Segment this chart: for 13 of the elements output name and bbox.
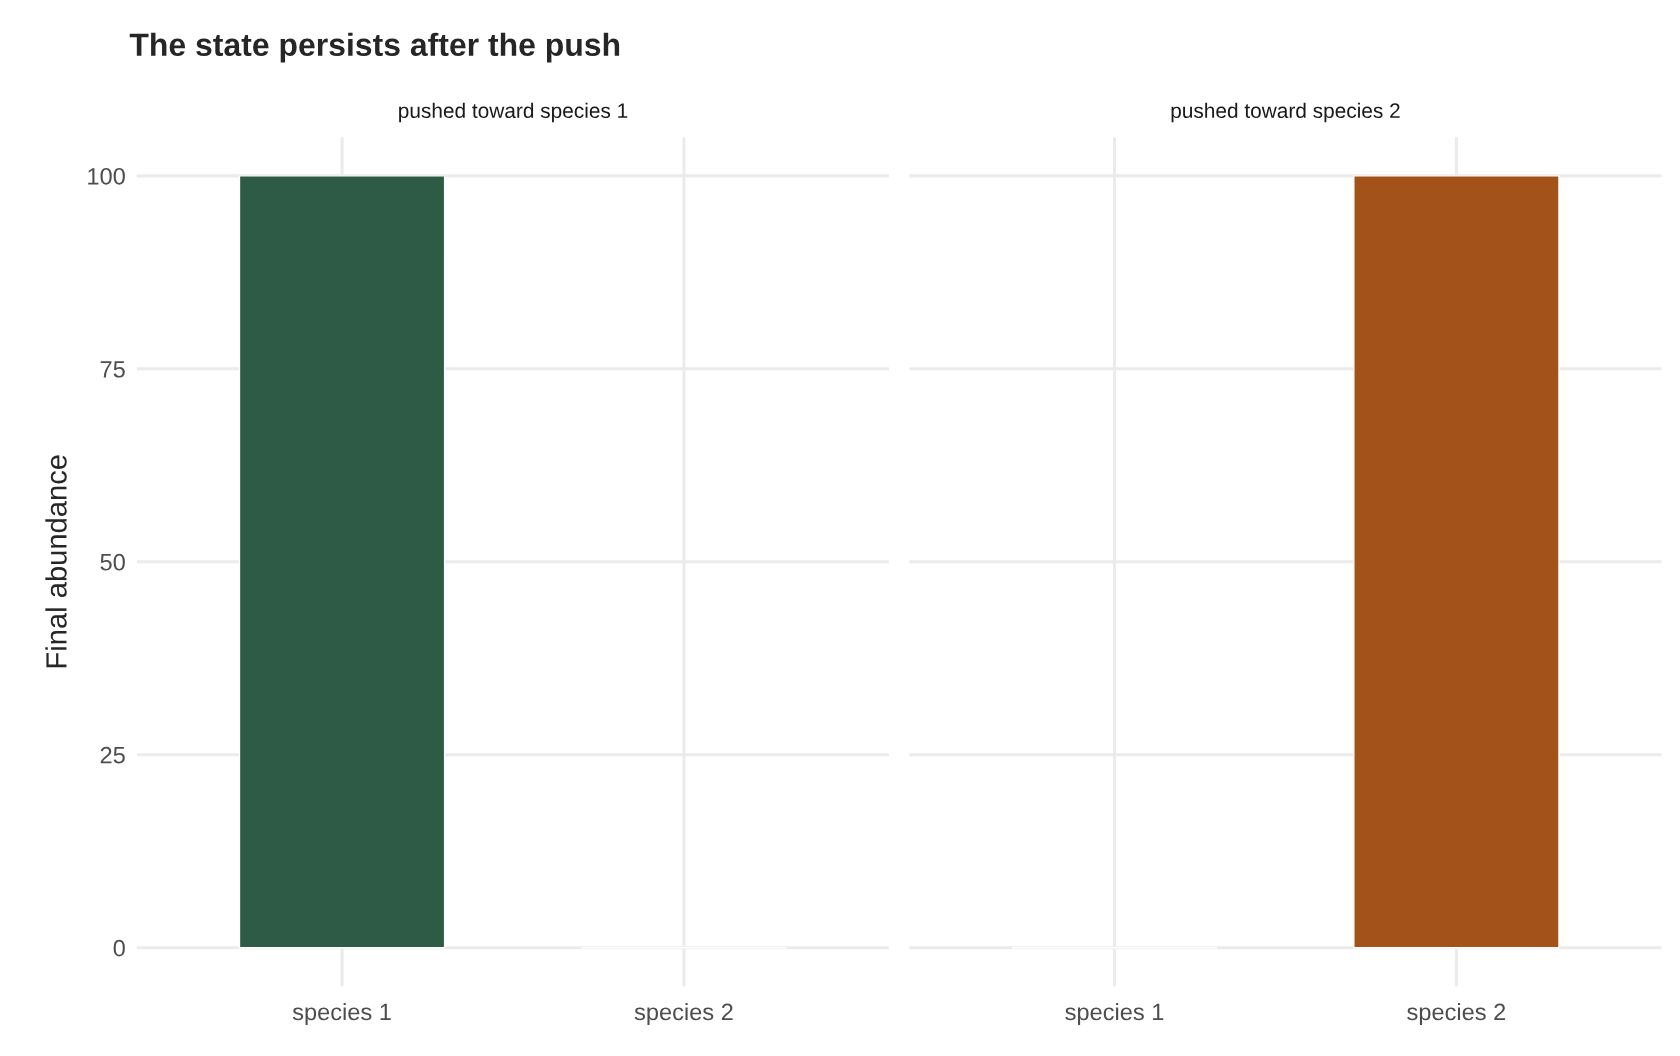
y-tick-label: 75	[100, 361, 125, 378]
y-tick-label: 25	[100, 746, 125, 764]
x-tick-label: species 2	[1407, 1002, 1506, 1025]
chart-subtitle: pushed toward species 1	[399, 102, 628, 123]
chart-title: The state persists after the push	[129, 32, 620, 63]
y-tick-label: 0	[113, 939, 125, 957]
y-tick-label: 50	[100, 553, 125, 571]
chart-subtitle: pushed toward species 2	[1171, 102, 1400, 123]
y-tick-label: 100	[88, 167, 125, 185]
x-tick-label: species 1	[1065, 1002, 1164, 1025]
x-tick-label: species 2	[634, 1002, 733, 1025]
y-axis-title: Final abundance	[45, 455, 67, 668]
x-tick-label: species 1	[292, 1002, 391, 1025]
